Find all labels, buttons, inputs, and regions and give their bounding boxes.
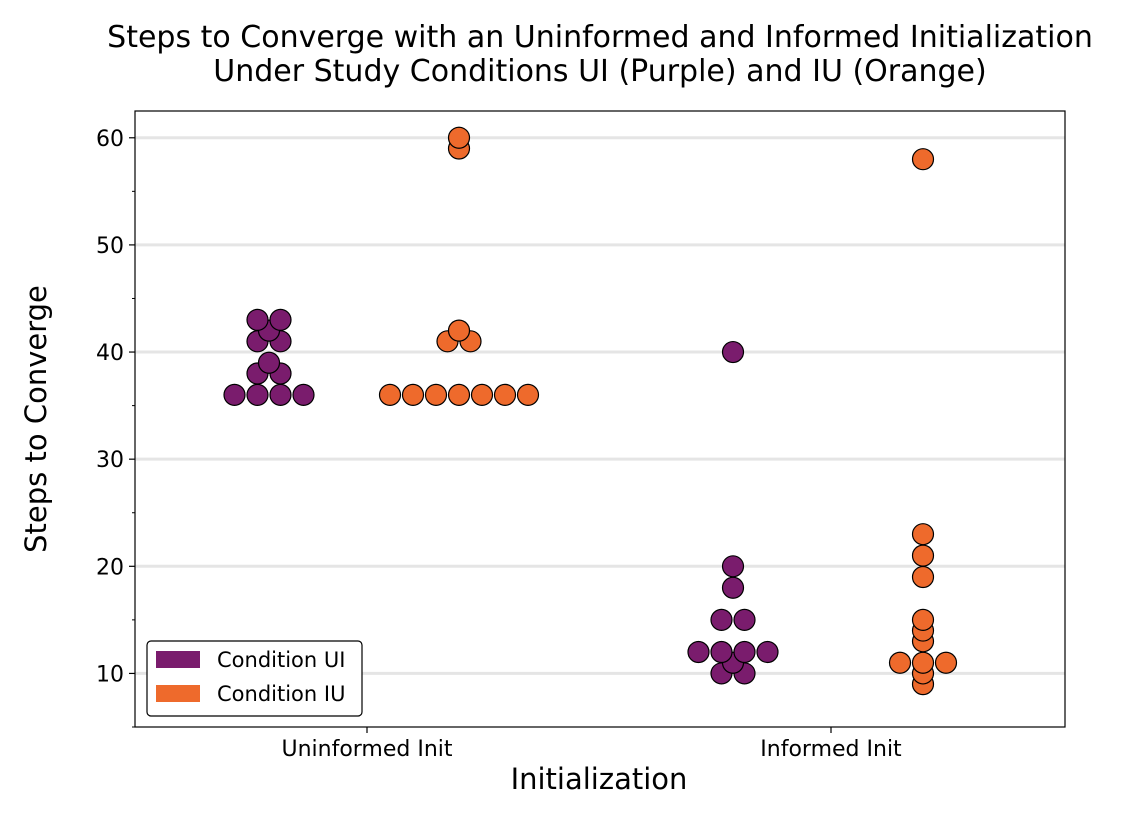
chart-title-line-2: Under Study Conditions UI (Purple) and I… [213, 54, 986, 89]
x-axis-label: Initialization [511, 762, 688, 796]
y-axis-label: Steps to Converge [19, 285, 53, 553]
legend-swatch-iu [156, 685, 200, 702]
data-point [756, 640, 779, 664]
data-point [911, 651, 935, 674]
y-tick-label: 50 [96, 234, 124, 259]
data-point [687, 640, 710, 664]
data-point [246, 383, 269, 406]
data-point [470, 383, 494, 406]
data-point [911, 523, 935, 546]
legend-swatch-ui [156, 651, 200, 668]
data-point [223, 383, 246, 406]
data-point [516, 383, 540, 406]
data-point [401, 383, 425, 406]
data-point [721, 555, 745, 578]
y-tick-label: 30 [96, 448, 124, 473]
data-point [721, 340, 745, 364]
plot-frame [134, 110, 1066, 728]
data-point [246, 308, 269, 332]
data-point [493, 383, 517, 406]
data-point [447, 126, 471, 149]
data-point [721, 576, 745, 599]
data-point [934, 651, 958, 674]
x-tick-label: Uninformed Init [281, 737, 452, 762]
data-point [911, 565, 935, 589]
data-point [378, 383, 402, 406]
legend: Condition UI Condition IU [146, 640, 363, 717]
y-tick-label: 40 [96, 341, 124, 366]
data-point [447, 319, 471, 342]
data-point [424, 383, 448, 406]
x-tick-label: Informed Init [760, 737, 902, 762]
data-point [911, 544, 935, 567]
y-tick-label: 60 [96, 127, 124, 152]
data-point [257, 351, 281, 374]
data-point [447, 383, 471, 406]
y-tick-label: 20 [96, 555, 124, 580]
data-point [911, 148, 935, 171]
chart-title-line-1: Steps to Converge with an Uninformed and… [107, 20, 1093, 55]
data-point [733, 608, 756, 631]
data-points [223, 126, 958, 696]
data-point [710, 640, 733, 664]
legend-box [146, 640, 363, 717]
data-point [269, 308, 292, 332]
y-tick-label: 10 [96, 662, 124, 687]
data-point [733, 640, 756, 664]
legend-label-iu: Condition IU [217, 682, 345, 706]
data-point [710, 608, 733, 631]
axis-ticks: 10 20 30 40 50 60 Uninformed Init Informed Init [96, 127, 902, 762]
data-point [292, 383, 315, 406]
legend-label-ui: Condition UI [217, 648, 345, 672]
data-point [888, 651, 912, 674]
data-point [269, 383, 292, 406]
data-point [911, 608, 935, 631]
